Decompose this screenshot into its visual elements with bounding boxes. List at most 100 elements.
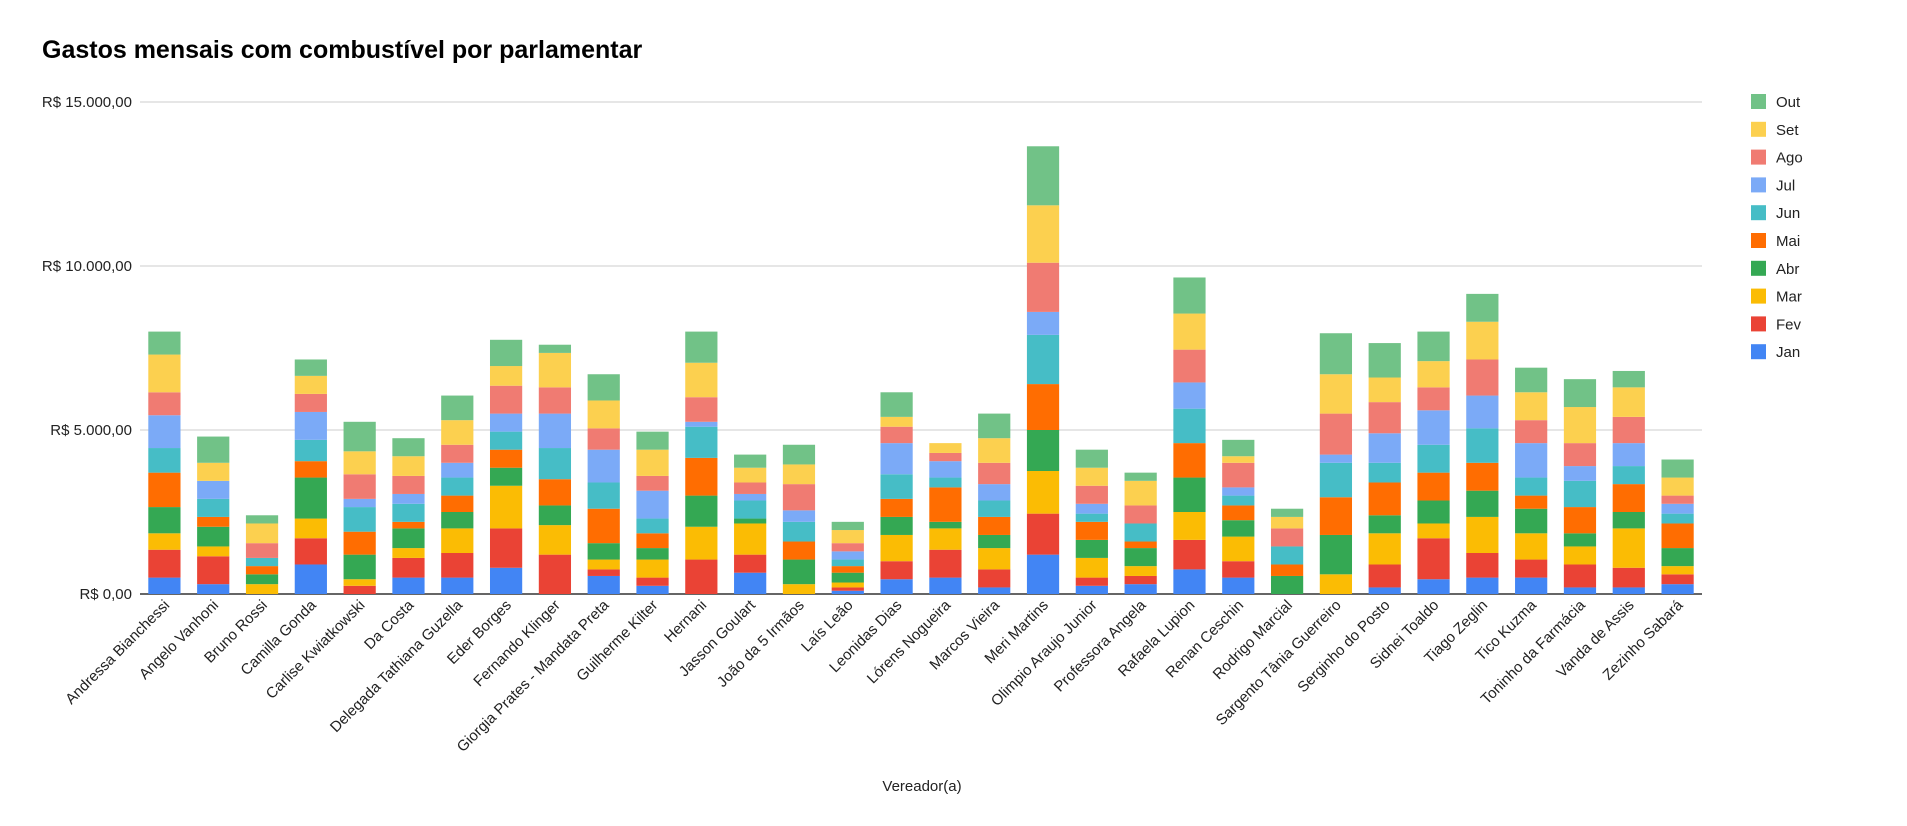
bar-segment: [587, 482, 620, 509]
bar-segment: [441, 528, 474, 553]
bar-segment: [392, 528, 425, 549]
bar-segment: [1173, 349, 1206, 383]
bar-segment: [1368, 533, 1401, 565]
bar-segment: [734, 454, 767, 468]
bar-segment: [587, 569, 620, 576]
bar-segment: [489, 431, 523, 450]
bar-segment: [148, 472, 181, 508]
bar-segment: [343, 474, 376, 499]
bar-segment: [1075, 449, 1108, 468]
bar-segment: [1515, 577, 1548, 594]
bar-segment: [587, 374, 620, 401]
bar-segment: [1563, 443, 1597, 467]
bar-segment: [587, 400, 620, 429]
bar-segment: [1417, 523, 1450, 539]
bar-segment: [831, 521, 864, 531]
legend-swatch: [1751, 177, 1766, 193]
bar-segment: [587, 428, 620, 450]
bar-segment: [1075, 467, 1108, 486]
bar-segment: [831, 582, 864, 588]
legend-label: Set: [1776, 122, 1799, 139]
bar-segment: [489, 339, 523, 367]
bar-segment: [1124, 472, 1157, 481]
bar-segment: [1466, 516, 1499, 553]
bar-segment: [343, 498, 376, 508]
bar-segment: [978, 534, 1011, 549]
bar-segment: [587, 575, 620, 594]
bar-segment: [587, 449, 620, 483]
bar-segment: [197, 556, 230, 585]
bar-segment: [880, 516, 913, 535]
bar-segment: [734, 482, 767, 494]
bar-segment: [1612, 443, 1645, 467]
bar-segment: [636, 559, 669, 578]
bar-segment: [1026, 471, 1060, 514]
bar-segment: [538, 505, 572, 526]
bar-segment: [831, 551, 864, 560]
bar-segment: [294, 564, 327, 594]
bar-segment: [1222, 505, 1255, 521]
bar-segment: [1173, 477, 1206, 512]
bar-segment: [1563, 564, 1597, 588]
bar-segment: [1124, 480, 1157, 506]
bar-segment: [782, 521, 816, 542]
bar-segment: [734, 572, 767, 594]
bar-segment: [1124, 584, 1157, 594]
bar-segment: [734, 554, 767, 573]
bar-segment: [148, 331, 181, 355]
bar-segment: [1515, 477, 1548, 496]
bar-segment: [587, 508, 620, 544]
legend-swatch: [1751, 344, 1766, 360]
bar-segment: [1515, 559, 1548, 578]
legend-swatch: [1751, 121, 1766, 137]
bar-segment: [538, 352, 572, 388]
bar-segment: [782, 484, 816, 511]
bar-segment: [1270, 546, 1304, 565]
bar-segment: [978, 587, 1011, 594]
bar-segment: [1026, 513, 1060, 555]
bar-segment: [978, 516, 1011, 535]
bar-segment: [489, 567, 523, 594]
bar-segment: [1563, 379, 1597, 408]
bar-segment: [831, 530, 864, 544]
bar-segment: [1466, 577, 1499, 594]
bar-segment: [1368, 343, 1401, 378]
bar-segment: [1661, 566, 1694, 575]
bar-segment: [1270, 516, 1304, 529]
bar-segment: [1222, 561, 1255, 578]
bar-segment: [685, 526, 718, 560]
bar-segment: [148, 577, 181, 594]
bar-segment: [636, 533, 669, 549]
bar-segment: [392, 456, 425, 476]
bar-segment: [831, 559, 864, 567]
bar-segment: [831, 543, 864, 552]
bar-segment: [831, 572, 864, 583]
bar-segment: [1661, 503, 1694, 514]
bar-segment: [1222, 577, 1255, 594]
bar-segment: [1222, 487, 1255, 496]
bar-segment: [441, 395, 474, 421]
bar-segment: [392, 503, 425, 522]
bar-segment: [1515, 533, 1548, 560]
bar-segment: [1515, 508, 1548, 534]
bar-segment: [1612, 567, 1645, 588]
bar-segment: [1563, 480, 1597, 508]
bar-segment: [1368, 377, 1401, 403]
bar-segment: [1515, 420, 1548, 444]
bar-segment: [1270, 575, 1304, 594]
bar-segment: [831, 590, 864, 594]
legend: Out Set Ago Jul Jun Mai Abr Mar Fev Jan: [1751, 94, 1803, 361]
legend-label: Mai: [1776, 233, 1800, 250]
bar-segment: [148, 448, 181, 473]
bar-segment: [1368, 402, 1401, 434]
bar-segment: [734, 500, 767, 519]
bar-segment: [978, 438, 1011, 463]
bar-segment: [929, 577, 962, 594]
bar-segment: [685, 559, 718, 594]
bar-segment: [1661, 574, 1694, 585]
bar-segment: [1075, 557, 1108, 578]
legend-label: Abr: [1776, 261, 1799, 278]
bar-segment: [1563, 587, 1597, 594]
bar-segment: [1612, 484, 1645, 512]
